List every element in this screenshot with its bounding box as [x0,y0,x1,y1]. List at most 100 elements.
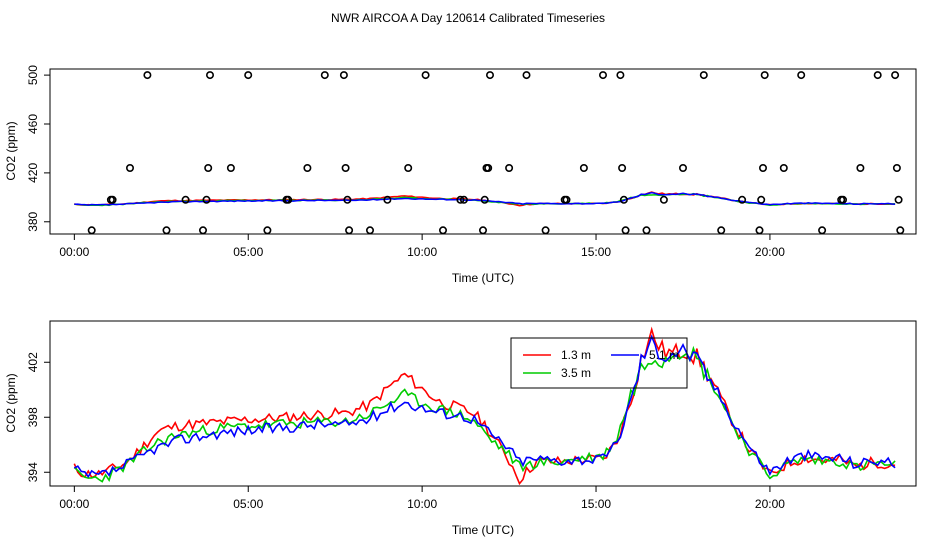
calibration-point [505,164,514,173]
calibration-point [284,195,293,204]
calibration-point [738,195,747,204]
calibration-point [755,226,764,235]
top-x-axis-label: Time (UTC) [452,271,514,285]
calibration-point [618,164,627,173]
calibration-point [263,226,272,235]
bottom-y-tick-label: 394 [26,462,40,482]
calibration-point [892,164,901,173]
calibration-point [108,195,117,204]
calibration-point [456,195,465,204]
top-x-tick-label: 05:00 [233,245,263,259]
top-series-5-1-m [74,191,896,206]
figure-title: NWR AIRCOA A Day 120614 Calibrated Times… [331,11,605,25]
calibration-point [87,226,96,235]
bottom-series-5-1-m [73,334,896,479]
calibration-point [480,195,489,204]
bottom-x-tick-label: 05:00 [233,497,263,511]
bottom-y-tick-label: 398 [26,407,40,427]
calibration-point [873,71,882,80]
calibration-point [204,164,213,173]
calibration-point [341,164,350,173]
top-y-tick-label: 420 [26,163,40,183]
calibration-point [485,71,494,80]
calibration-point [345,226,354,235]
bottom-series-lines [73,326,896,486]
calibration-point [659,195,668,204]
top-panel: 00:00 05:00 10:00 15:00 20:00 380 420 460 500 T… [4,65,917,285]
bottom-x-tick-label: 15:00 [581,497,611,511]
calibration-point [818,226,827,235]
calibration-point [758,164,767,173]
calibration-point [619,195,628,204]
top-x-tick-label: 10:00 [407,245,437,259]
top-x-tick-label: 20:00 [755,245,785,259]
calibration-point [320,71,329,80]
calibration-point [421,71,430,80]
calibration-point [896,226,905,235]
calibration-point [642,226,651,235]
calibration-point [143,71,152,80]
bottom-plot-frame [49,320,917,487]
calibration-point [303,164,312,173]
bottom-y-axis: 394 398 402 [26,352,50,482]
top-series-lines [74,191,896,207]
bottom-y-tick-label: 402 [26,352,40,372]
calibration-point [616,71,625,80]
calibration-point [181,195,190,204]
calibration-point [598,71,607,80]
calibration-point [206,71,215,80]
calibration-point [760,71,769,80]
calibration-point [562,195,571,204]
calibration-point [678,164,687,173]
calibration-point [438,226,447,235]
top-y-axis-label: CO2 (ppm) [4,121,18,180]
bottom-x-tick-label: 10:00 [407,497,437,511]
legend: 1.3 m 3.5 m 5.1 m [510,337,688,389]
top-y-axis: 380 420 460 500 [26,65,50,232]
calibration-point [699,71,708,80]
calibration-point [757,195,766,204]
calibration-point [383,195,392,204]
top-calibration-points [87,71,905,235]
calibration-point [404,164,413,173]
calibration-point [202,195,211,204]
bottom-x-tick-label: 00:00 [59,497,89,511]
calibration-point [343,195,352,204]
bottom-series-3-5-m [73,345,896,483]
calibration-point [779,164,788,173]
calibration-point [365,226,374,235]
calibration-point [226,164,235,173]
calibration-point [522,71,531,80]
calibration-point [838,195,847,204]
legend-label: 5.1 m [649,348,679,362]
legend-label: 3.5 m [561,366,591,380]
bottom-y-axis-label: CO2 (ppm) [4,373,18,432]
calibration-point [856,164,865,173]
top-y-tick-label: 380 [26,211,40,231]
top-plot-frame [49,68,917,235]
calibration-point [894,195,903,204]
bottom-series-1-3-m [73,326,896,486]
calibration-point [459,195,468,204]
calibration-point [891,71,900,80]
legend-box [510,337,688,389]
calibration-point [621,226,630,235]
top-x-tick-label: 00:00 [59,245,89,259]
calibration-point [126,164,135,173]
bottom-x-axis-label: Time (UTC) [452,523,514,537]
legend-label: 1.3 m [561,348,591,362]
calibration-point [244,71,253,80]
bottom-x-axis: 00:00 05:00 10:00 15:00 20:00 [59,486,785,511]
calibration-point [717,226,726,235]
top-x-axis: 00:00 05:00 10:00 15:00 20:00 [59,234,785,259]
calibration-point [797,71,806,80]
calibration-point [339,71,348,80]
top-y-tick-label: 500 [26,65,40,85]
calibration-point [199,226,208,235]
calibration-point [162,226,171,235]
calibration-point [541,226,550,235]
calibration-point [478,226,487,235]
calibration-point [484,164,493,173]
top-y-tick-label: 460 [26,114,40,134]
